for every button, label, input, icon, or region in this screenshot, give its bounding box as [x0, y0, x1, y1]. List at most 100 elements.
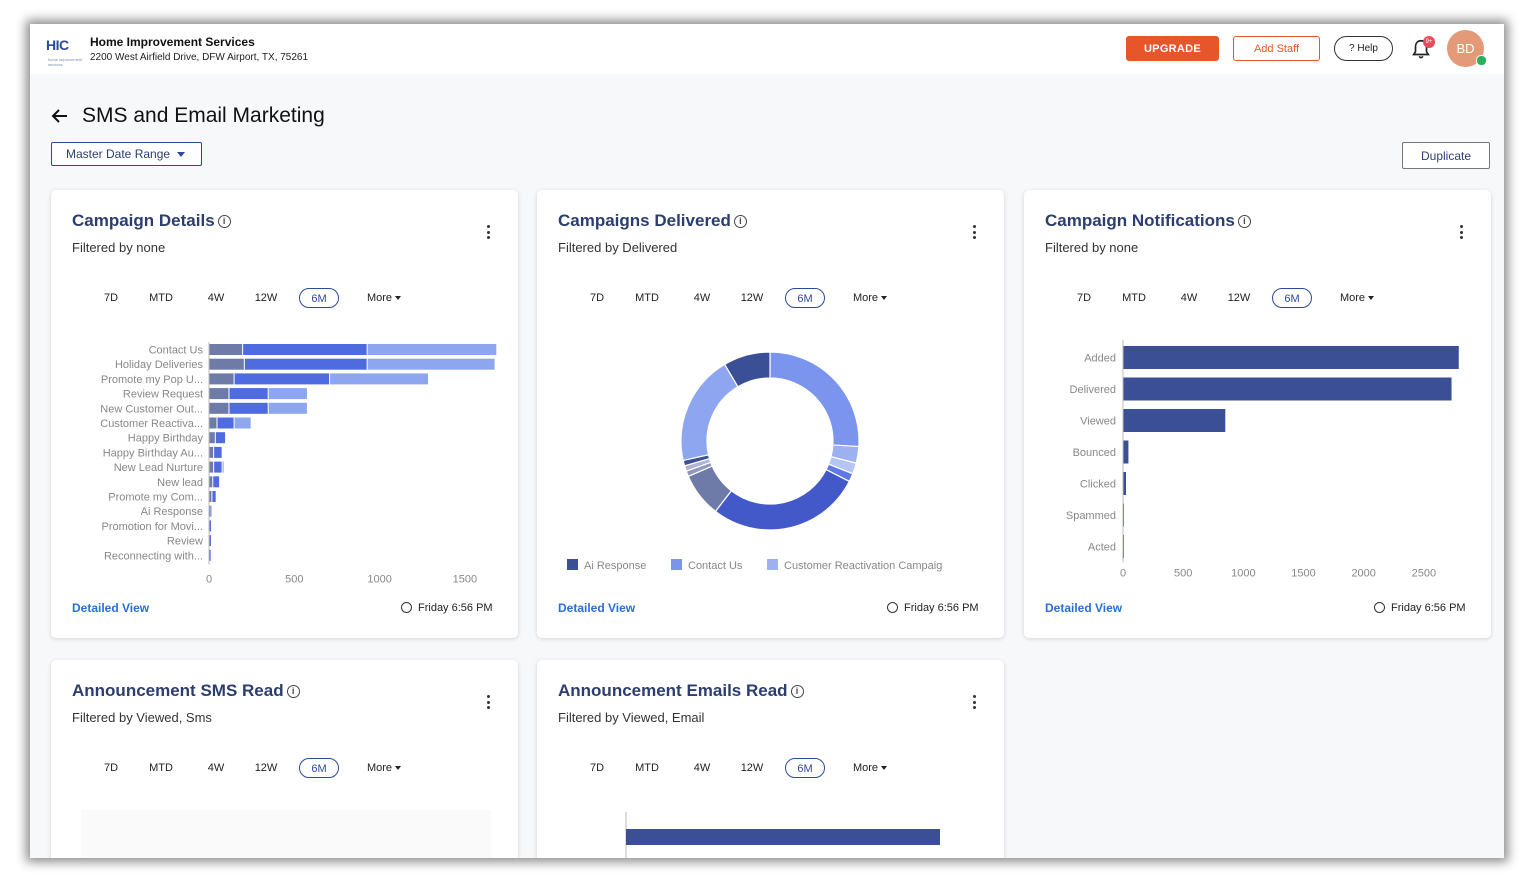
detailed-view-link[interactable]: Detailed View: [558, 601, 636, 615]
bar[interactable]: [1123, 440, 1129, 464]
range-4w[interactable]: 4W: [203, 758, 229, 778]
range-7d[interactable]: 7D: [585, 758, 609, 778]
donut-slice[interactable]: [723, 351, 771, 388]
bar-segment[interactable]: [214, 461, 222, 473]
range-label: 7D: [103, 292, 119, 304]
info-icon[interactable]: i: [217, 215, 231, 229]
bar-segment[interactable]: [367, 358, 495, 370]
range-6m[interactable]: 6M: [1272, 288, 1312, 308]
bar-segment[interactable]: [209, 344, 243, 355]
bar-segment[interactable]: [209, 476, 213, 488]
bar-segment[interactable]: [209, 446, 214, 458]
info-icon[interactable]: i: [790, 685, 804, 699]
info-icon[interactable]: i: [733, 215, 747, 229]
bar-segment[interactable]: [210, 520, 212, 532]
range-12w[interactable]: 12W: [251, 758, 281, 778]
bar-segment[interactable]: [234, 417, 251, 429]
bar-segment[interactable]: [330, 373, 429, 385]
bar[interactable]: [626, 829, 940, 845]
bar-segment[interactable]: [209, 388, 229, 400]
range-7d[interactable]: 7D: [1072, 288, 1096, 308]
range-7d[interactable]: 7D: [585, 288, 609, 308]
range-7d[interactable]: 7D: [99, 288, 123, 308]
bar-segment[interactable]: [367, 344, 497, 355]
bar[interactable]: [1123, 346, 1459, 369]
range-mtd[interactable]: MTD: [141, 288, 181, 308]
add-staff-button[interactable]: Add Staff: [1233, 36, 1320, 61]
range-12w[interactable]: 12W: [737, 758, 767, 778]
bar-segment[interactable]: [209, 491, 212, 502]
range-12w[interactable]: 12W: [1224, 288, 1254, 308]
bar-segment[interactable]: [229, 388, 268, 400]
range-mtd[interactable]: MTD: [1114, 288, 1154, 308]
range-12w[interactable]: 12W: [251, 288, 281, 308]
bar[interactable]: [1123, 472, 1127, 495]
bar-segment[interactable]: [209, 432, 215, 444]
donut-slice[interactable]: [769, 351, 860, 448]
bar-segment[interactable]: [209, 402, 229, 414]
bar-segment[interactable]: [210, 505, 212, 517]
detailed-view-link[interactable]: Detailed View: [72, 601, 150, 615]
bar-segment[interactable]: [217, 417, 234, 429]
kebab-menu-icon[interactable]: [1459, 225, 1465, 241]
kebab-menu-icon[interactable]: [486, 225, 492, 241]
category-label: Promotion for Movi...: [102, 521, 203, 533]
range-more[interactable]: More: [1332, 288, 1382, 308]
duplicate-button[interactable]: Duplicate: [1402, 142, 1490, 169]
bar-segment[interactable]: [212, 491, 216, 502]
upgrade-button[interactable]: UPGRADE: [1126, 36, 1219, 61]
bar-segment[interactable]: [243, 344, 367, 355]
range-4w[interactable]: 4W: [689, 758, 715, 778]
kebab-menu-icon[interactable]: [486, 695, 492, 711]
bar-segment[interactable]: [222, 461, 224, 473]
bar-segment[interactable]: [213, 476, 220, 488]
range-more[interactable]: More: [845, 758, 895, 778]
bar-segment[interactable]: [234, 373, 330, 385]
bar-segment[interactable]: [209, 461, 214, 473]
bar-segment[interactable]: [209, 373, 234, 385]
bar-segment[interactable]: [244, 358, 367, 370]
range-more[interactable]: More: [845, 288, 895, 308]
range-6m[interactable]: 6M: [299, 288, 339, 308]
range-6m[interactable]: 6M: [785, 288, 825, 308]
range-more[interactable]: More: [359, 758, 409, 778]
kebab-menu-icon[interactable]: [972, 225, 978, 241]
range-4w[interactable]: 4W: [203, 288, 229, 308]
bar-segment[interactable]: [209, 358, 244, 370]
range-12w[interactable]: 12W: [737, 288, 767, 308]
info-icon[interactable]: i: [1237, 215, 1251, 229]
bar-segment[interactable]: [210, 535, 212, 547]
range-mtd[interactable]: MTD: [627, 288, 667, 308]
company-logo[interactable]: HIC home improvement services: [46, 36, 86, 67]
bar[interactable]: [1123, 409, 1226, 432]
bar-segment[interactable]: [268, 388, 307, 400]
range-mtd[interactable]: MTD: [141, 758, 181, 778]
range-more[interactable]: More: [359, 288, 409, 308]
logo-tagline: home improvement services: [48, 57, 83, 67]
detailed-view-link[interactable]: Detailed View: [1045, 601, 1123, 615]
bar-segment[interactable]: [214, 446, 222, 458]
bar-segment[interactable]: [215, 432, 226, 444]
range-mtd[interactable]: MTD: [627, 758, 667, 778]
range-6m[interactable]: 6M: [299, 758, 339, 778]
kebab-menu-icon[interactable]: [972, 695, 978, 711]
info-icon[interactable]: i: [286, 685, 300, 699]
donut-slice[interactable]: [680, 363, 739, 462]
range-7d[interactable]: 7D: [99, 758, 123, 778]
back-arrow-icon[interactable]: [50, 106, 70, 126]
bar-segment[interactable]: [268, 402, 307, 414]
help-button[interactable]: ? Help: [1334, 36, 1393, 61]
master-date-range-dropdown[interactable]: Master Date Range: [51, 142, 202, 166]
range-4w[interactable]: 4W: [1176, 288, 1202, 308]
campaigns-delivered-chart: Ai Response Contact Us Customer Reactivati…: [567, 351, 942, 572]
range-label: 4W: [1180, 292, 1198, 304]
bar-segment[interactable]: [209, 417, 217, 429]
bar-segment[interactable]: [209, 549, 211, 561]
bar[interactable]: [1123, 377, 1452, 401]
donut-slice[interactable]: [714, 468, 851, 531]
range-4w[interactable]: 4W: [689, 288, 715, 308]
bar-segment[interactable]: [229, 402, 268, 414]
range-6m[interactable]: 6M: [785, 758, 825, 778]
avatar[interactable]: BD: [1447, 30, 1484, 67]
category-label: Bounced: [1073, 447, 1116, 459]
